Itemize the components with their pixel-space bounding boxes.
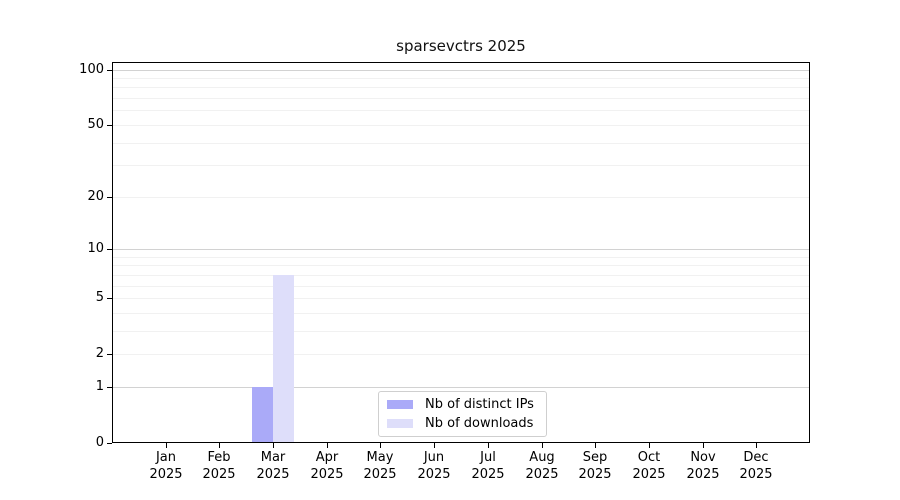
x-tick-year: 2025 <box>632 467 666 482</box>
x-tick-mark <box>273 443 274 448</box>
y-tick-label: 20 <box>87 189 104 204</box>
y-tick-mark <box>107 443 112 444</box>
y-tick-label: 50 <box>87 117 104 132</box>
x-tick-year: 2025 <box>739 467 773 482</box>
x-tick-month: Apr <box>315 450 339 465</box>
x-tick-mark <box>595 443 596 448</box>
x-tick-month: Jun <box>423 450 445 465</box>
x-tick-label: Feb 2025 <box>191 449 247 483</box>
x-tick-month: Dec <box>743 450 769 465</box>
x-tick-mark <box>380 443 381 448</box>
legend-entry: Nb of downloads <box>387 416 546 431</box>
x-tick-year: 2025 <box>686 467 720 482</box>
x-tick-label: May 2025 <box>352 449 408 483</box>
legend-swatch-nb-of-downloads <box>387 419 413 429</box>
gridline-major <box>112 249 810 250</box>
x-tick-year: 2025 <box>310 467 344 482</box>
x-tick-mark <box>327 443 328 448</box>
x-tick-label: Aug 2025 <box>514 449 570 483</box>
gridline-minor <box>112 110 810 111</box>
gridline-minor <box>112 143 810 144</box>
x-tick-label: Oct 2025 <box>621 449 677 483</box>
x-tick-year: 2025 <box>471 467 505 482</box>
x-tick-month: Jul <box>480 450 496 465</box>
gridline-minor <box>112 257 810 258</box>
x-tick-mark <box>703 443 704 448</box>
x-tick-month: Nov <box>690 450 716 465</box>
y-tick-label: 5 <box>95 290 104 305</box>
y-tick-mark <box>107 249 112 250</box>
gridline-minor <box>112 125 810 126</box>
x-tick-mark <box>649 443 650 448</box>
x-tick-month: Mar <box>260 450 286 465</box>
x-tick-mark <box>542 443 543 448</box>
gridline-minor <box>112 197 810 198</box>
y-tick-mark <box>107 387 112 388</box>
y-tick-label: 1 <box>95 379 104 394</box>
x-tick-year: 2025 <box>525 467 559 482</box>
gridline-minor <box>112 275 810 276</box>
x-tick-month: May <box>366 450 394 465</box>
y-tick-mark <box>107 197 112 198</box>
x-tick-month: Sep <box>582 450 608 465</box>
legend: Nb of distinct IPs Nb of downloads <box>378 391 547 437</box>
legend-label: Nb of downloads <box>425 416 534 432</box>
chart-title: sparsevctrs 2025 <box>396 37 526 55</box>
x-tick-mark <box>434 443 435 448</box>
y-tick-label: 0 <box>95 435 104 450</box>
gridline-minor <box>112 78 810 79</box>
y-tick-label: 10 <box>87 241 104 256</box>
x-tick-label: Dec 2025 <box>728 449 784 483</box>
x-tick-year: 2025 <box>202 467 236 482</box>
x-tick-month: Jan <box>155 450 177 465</box>
plot-area <box>112 62 810 443</box>
x-tick-year: 2025 <box>363 467 397 482</box>
gridline-minor <box>112 98 810 99</box>
x-tick-month: Oct <box>637 450 661 465</box>
y-tick-mark <box>107 298 112 299</box>
gridline-minor <box>112 265 810 266</box>
gridline-major <box>112 70 810 71</box>
y-tick-mark <box>107 354 112 355</box>
x-tick-label: Jul 2025 <box>460 449 516 483</box>
y-tick-label: 100 <box>79 62 104 77</box>
y-tick-mark <box>107 70 112 71</box>
x-tick-month: Aug <box>529 450 555 465</box>
gridline-minor <box>112 87 810 88</box>
gridline-minor <box>112 286 810 287</box>
gridline-minor <box>112 298 810 299</box>
x-tick-label: Nov 2025 <box>675 449 731 483</box>
gridline-minor <box>112 354 810 355</box>
x-tick-label: Jan 2025 <box>138 449 194 483</box>
x-tick-label: Mar 2025 <box>245 449 301 483</box>
gridline-minor <box>112 331 810 332</box>
gridline-major <box>112 387 810 388</box>
x-tick-mark <box>756 443 757 448</box>
y-tick-label: 2 <box>95 346 104 361</box>
legend-swatch-nb-of-distinct-ips <box>387 399 413 409</box>
x-tick-label: Apr 2025 <box>299 449 355 483</box>
x-tick-year: 2025 <box>256 467 290 482</box>
bar-nb-of-downloads <box>273 275 294 443</box>
legend-entry: Nb of distinct IPs <box>387 397 546 412</box>
x-tick-year: 2025 <box>417 467 451 482</box>
x-tick-label: Jun 2025 <box>406 449 462 483</box>
x-tick-mark <box>488 443 489 448</box>
x-tick-mark <box>219 443 220 448</box>
legend-label: Nb of distinct IPs <box>425 396 534 412</box>
x-tick-label: Sep 2025 <box>567 449 623 483</box>
x-tick-mark <box>166 443 167 448</box>
x-tick-month: Feb <box>207 450 231 465</box>
bar-nb-of-distinct-ips <box>252 387 273 443</box>
y-tick-mark <box>107 125 112 126</box>
x-tick-year: 2025 <box>149 467 183 482</box>
gridline-minor <box>112 165 810 166</box>
gridline-minor <box>112 313 810 314</box>
x-tick-year: 2025 <box>578 467 612 482</box>
